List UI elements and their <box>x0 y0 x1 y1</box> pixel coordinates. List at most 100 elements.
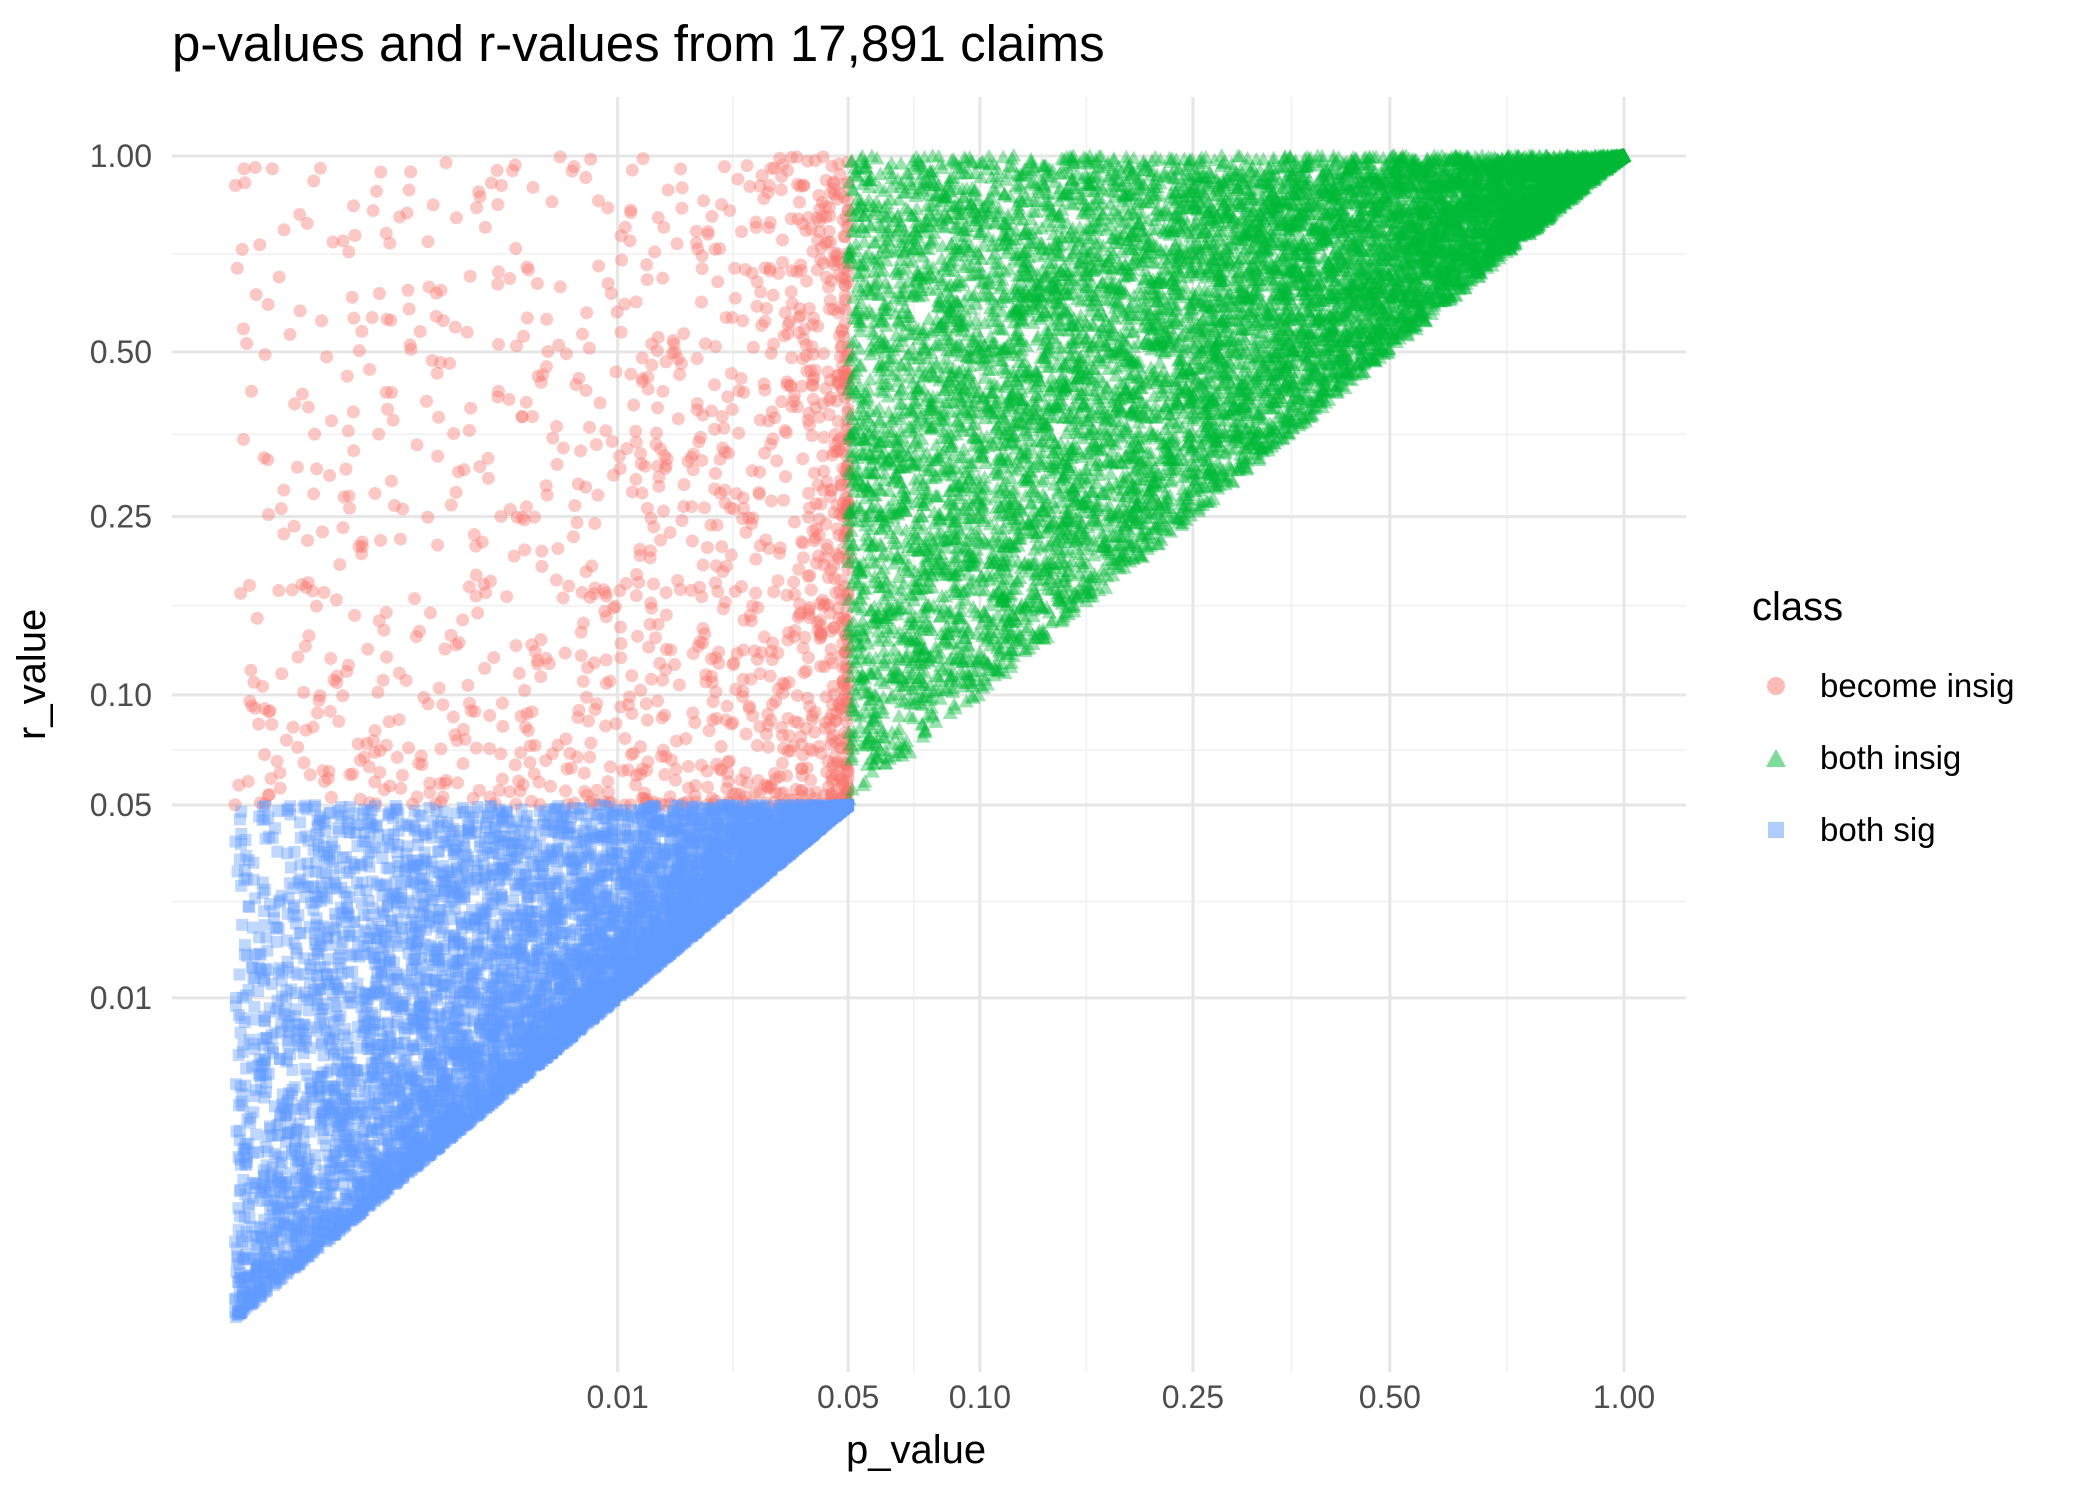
point-become-insig <box>494 747 508 761</box>
point-become-insig <box>734 580 748 594</box>
point-become-insig <box>355 547 369 561</box>
point-become-insig <box>613 584 627 598</box>
point-become-insig <box>519 395 533 409</box>
point-become-insig <box>825 448 839 462</box>
point-become-insig <box>258 748 272 762</box>
point-become-insig <box>811 319 825 333</box>
point-become-insig <box>393 210 407 224</box>
point-become-insig <box>829 707 843 721</box>
point-become-insig <box>583 750 597 764</box>
point-become-insig <box>258 348 272 362</box>
point-become-insig <box>690 403 704 417</box>
point-become-insig <box>355 540 369 554</box>
point-become-insig <box>806 347 820 361</box>
point-become-insig <box>708 482 722 496</box>
point-become-insig <box>716 565 730 579</box>
point-become-insig <box>248 161 262 175</box>
point-become-insig <box>381 402 395 416</box>
points-layer <box>228 148 1632 1324</box>
point-become-insig <box>562 579 576 593</box>
point-become-insig <box>659 586 673 600</box>
point-become-insig <box>651 694 665 708</box>
point-become-insig <box>778 678 792 692</box>
point-become-insig <box>614 651 628 665</box>
point-become-insig <box>673 367 687 381</box>
point-become-insig <box>749 586 763 600</box>
point-become-insig <box>514 709 528 723</box>
point-become-insig <box>768 411 782 425</box>
point-become-insig <box>423 776 437 790</box>
point-become-insig <box>720 699 734 713</box>
point-become-insig <box>831 549 845 563</box>
point-become-insig <box>339 462 353 476</box>
point-become-insig <box>812 410 826 424</box>
point-become-insig <box>718 595 732 609</box>
point-become-insig <box>436 698 450 712</box>
point-become-insig <box>629 472 643 486</box>
point-become-insig <box>838 272 852 286</box>
point-become-insig <box>539 479 553 493</box>
point-become-insig <box>490 163 504 177</box>
point-become-insig <box>718 160 732 174</box>
point-become-insig <box>385 385 399 399</box>
point-become-insig <box>744 614 758 628</box>
point-become-insig <box>633 549 647 563</box>
point-become-insig <box>625 707 639 721</box>
point-become-insig <box>523 755 537 769</box>
point-become-insig <box>315 314 329 328</box>
point-become-insig <box>656 673 670 687</box>
point-become-insig <box>817 558 831 572</box>
point-become-insig <box>832 375 846 389</box>
point-become-insig <box>774 183 788 197</box>
point-become-insig <box>841 507 855 521</box>
point-become-insig <box>634 447 648 461</box>
point-become-insig <box>517 329 531 343</box>
point-become-insig <box>715 540 729 554</box>
point-become-insig <box>677 478 691 492</box>
point-become-insig <box>651 401 665 415</box>
point-become-insig <box>659 749 673 763</box>
point-become-insig <box>449 211 463 225</box>
point-become-insig <box>752 485 766 499</box>
point-become-insig <box>808 725 822 739</box>
point-become-insig <box>794 606 808 620</box>
point-become-insig <box>618 732 632 746</box>
point-become-insig <box>841 784 855 798</box>
point-become-insig <box>726 658 740 672</box>
point-become-insig <box>641 382 655 396</box>
point-become-insig <box>390 750 404 764</box>
point-become-insig <box>492 337 506 351</box>
point-become-insig <box>671 352 685 366</box>
point-become-insig <box>708 242 722 256</box>
point-become-insig <box>764 644 778 658</box>
point-become-insig <box>534 633 548 647</box>
point-become-insig <box>823 606 837 620</box>
point-become-insig <box>787 515 801 529</box>
point-become-insig <box>699 675 713 689</box>
point-become-insig <box>783 792 797 806</box>
point-become-insig <box>363 362 377 376</box>
point-become-insig <box>408 592 422 606</box>
point-become-insig <box>373 765 387 779</box>
point-become-insig <box>809 556 823 570</box>
point-become-insig <box>813 597 827 611</box>
point-become-insig <box>337 490 351 504</box>
point-become-insig <box>288 397 302 411</box>
point-become-insig <box>293 304 307 318</box>
point-become-insig <box>464 401 478 415</box>
point-become-insig <box>589 438 603 452</box>
point-become-insig <box>840 500 854 514</box>
point-become-insig <box>491 384 505 398</box>
point-become-insig <box>784 285 798 299</box>
point-become-insig <box>835 383 849 397</box>
point-become-insig <box>598 604 612 618</box>
point-become-insig <box>838 731 852 745</box>
point-become-insig <box>509 639 523 653</box>
point-become-insig <box>791 716 805 730</box>
point-become-insig <box>709 794 723 808</box>
point-become-insig <box>827 506 841 520</box>
point-become-insig <box>806 379 820 393</box>
point-become-insig <box>575 585 589 599</box>
point-become-insig <box>727 656 741 670</box>
point-become-insig <box>401 283 415 297</box>
